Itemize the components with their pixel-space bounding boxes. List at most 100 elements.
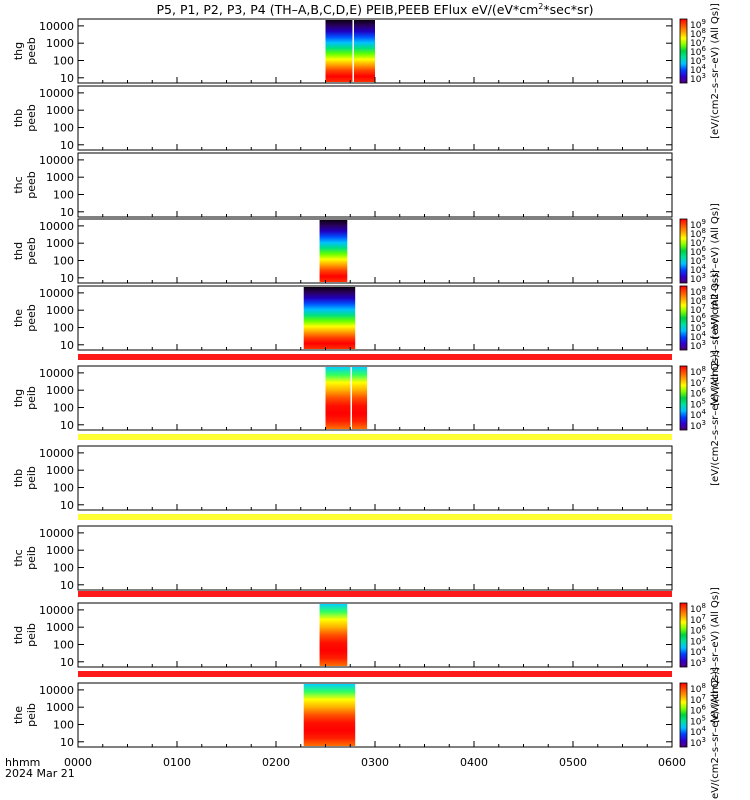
x-tick-label: 0600 (658, 756, 686, 769)
y-tick-label: 100 (53, 401, 74, 414)
y-tick-label: 10000 (39, 367, 74, 380)
panel-frame (77, 445, 673, 511)
y-tick-label: 1000 (46, 384, 74, 397)
colorbar-label: [eV/(cm2–s–sr–eV) (All Qs)] (710, 587, 721, 723)
panel-instrument-label: peeb (25, 237, 38, 265)
panel-4: 10000 1000 100 10 the peeb (12, 285, 673, 352)
panel-instrument-label: peeb (25, 37, 38, 65)
y-tick-label: 10 (60, 579, 74, 592)
x-axis-label: hhmm (5, 756, 40, 769)
panel-instrument-label: peeb (25, 104, 38, 132)
panel-2: 10000 1000 100 10 thc peeb (12, 152, 673, 219)
y-tick-label: 1000 (46, 701, 74, 714)
panel-1: 10000 1000 100 10 thb peeb (12, 85, 673, 152)
y-tick-label: 10 (60, 499, 74, 512)
spectrogram-block (303, 684, 356, 746)
y-tick-label: 1000 (46, 544, 74, 557)
panel-probe-label: thb (12, 469, 25, 487)
panel-5: 10000 1000 100 10 thg peib (12, 354, 673, 432)
y-tick-label: 1000 (46, 621, 74, 634)
y-tick-label: 10 (60, 656, 74, 669)
y-tick-label: 10 (60, 272, 74, 285)
y-tick-label: 100 (53, 188, 74, 201)
y-tick-label: 10 (60, 206, 74, 219)
y-tick-label: 100 (53, 321, 74, 334)
y-tick-label: 10000 (39, 527, 74, 540)
panel-instrument-label: peeb (25, 304, 38, 332)
colorbar-label: [eV/(cm2–s–sr–eV) (All Qs)] (710, 667, 721, 800)
y-tick-label: 100 (53, 54, 74, 67)
spectrogram-block (325, 367, 368, 429)
y-tick-label: 100 (53, 638, 74, 651)
y-tick-label: 10000 (39, 604, 74, 617)
quality-flag-bar (78, 434, 672, 440)
y-tick-label: 10 (60, 139, 74, 152)
y-tick-label: 10000 (39, 220, 74, 233)
panel-frame (77, 602, 673, 668)
quality-flag-bar (78, 591, 672, 597)
quality-flag-bar (78, 671, 672, 677)
y-tick-label: 10000 (39, 20, 74, 33)
colorbar-label: [eV/(cm2–s–sr–eV) (All Qs)] (710, 350, 721, 486)
panel-9: 10000 1000 100 10 the peib (12, 671, 673, 749)
panel-instrument-label: peib (25, 623, 38, 647)
y-tick-label: 10000 (39, 447, 74, 460)
panel-instrument-label: peib (25, 466, 38, 490)
y-tick-label: 100 (53, 561, 74, 574)
x-tick-label: 0200 (262, 756, 290, 769)
panel-probe-label: thc (12, 549, 25, 566)
panel-0: 10000 1000 100 10 thg peeb (12, 18, 673, 85)
x-tick-label: 0300 (361, 756, 389, 769)
quality-flag-bar (78, 514, 672, 520)
y-tick-label: 100 (53, 254, 74, 267)
panel-instrument-label: peib (25, 546, 38, 570)
panel-frame (77, 85, 673, 151)
chart-title: P5, P1, P2, P3, P4 (TH–A,B,C,D,E) PEIB,P… (157, 2, 594, 17)
y-tick-label: 10000 (39, 154, 74, 167)
y-tick-label: 10 (60, 339, 74, 352)
y-tick-label: 10000 (39, 684, 74, 697)
y-tick-label: 1000 (46, 171, 74, 184)
colorbar-label: [eV/(cm2–s–sr–eV) (All Qs)] (710, 3, 721, 139)
panel-probe-label: thb (12, 109, 25, 127)
spectrogram-block (319, 604, 348, 666)
panel-7: 10000 1000 100 10 thc peib (12, 514, 673, 592)
y-tick-label: 10 (60, 72, 74, 85)
y-tick-label: 100 (53, 481, 74, 494)
panel-3: 10000 1000 100 10 thd peeb (12, 218, 673, 285)
x-tick-label: 0400 (460, 756, 488, 769)
quality-flag-bar (78, 354, 672, 360)
colorbar-scale (679, 682, 688, 748)
x-axis-date-label: 2024 Mar 21 (5, 767, 75, 780)
colorbar-scale (679, 218, 688, 284)
y-tick-label: 100 (53, 718, 74, 731)
y-tick-label: 10000 (39, 287, 74, 300)
x-tick-label: 0500 (559, 756, 587, 769)
panel-probe-label: thg (12, 42, 25, 60)
colorbar-scale (679, 602, 688, 668)
colorbar-scale (679, 18, 688, 84)
y-tick-label: 1000 (46, 104, 74, 117)
x-tick-label: 0100 (163, 756, 191, 769)
spectrogram-block (303, 287, 356, 349)
panel-8: 10000 1000 100 10 thd peib (12, 591, 673, 669)
panel-instrument-label: peib (25, 386, 38, 410)
panel-instrument-label: peib (25, 703, 38, 727)
spectrogram-block (325, 20, 375, 82)
y-tick-label: 1000 (46, 464, 74, 477)
colorbar-label: [eV/(cm2–s–sr–eV) (All Qs)] (710, 270, 721, 406)
x-tick-label: 0000 (64, 756, 92, 769)
panel-frame (77, 365, 673, 431)
colorbar-label: [eV/(cm2–s–sr–eV) (All Qs)] (710, 203, 721, 339)
panel-probe-label: thd (12, 242, 25, 260)
panel-probe-label: thg (12, 389, 25, 407)
panel-probe-label: thc (12, 176, 25, 193)
panel-frame (77, 682, 673, 748)
y-tick-label: 10 (60, 736, 74, 749)
panel-probe-label: thd (12, 626, 25, 644)
